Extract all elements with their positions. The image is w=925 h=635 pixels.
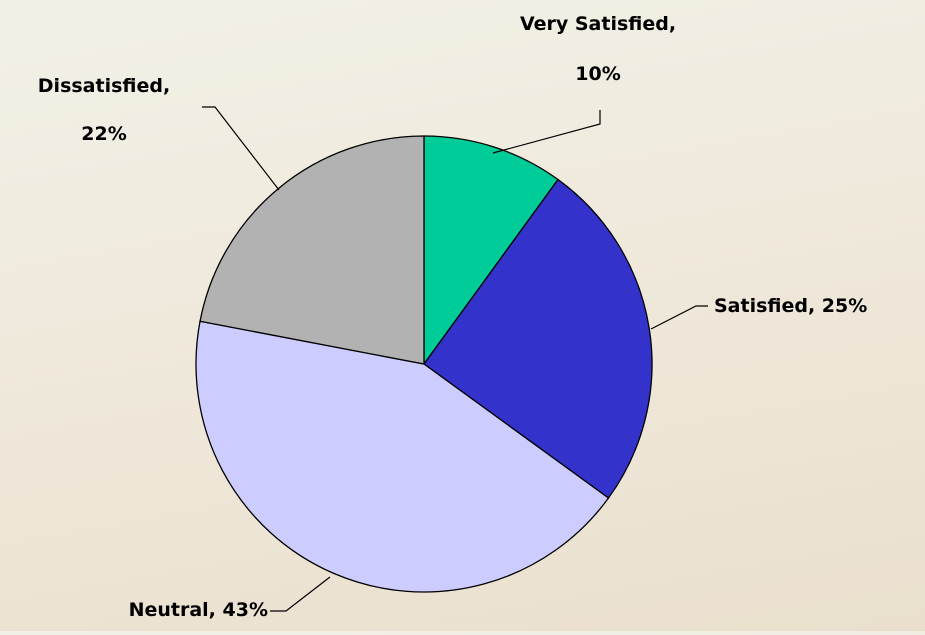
leader-line [650, 305, 708, 330]
data-label: 10% [575, 63, 620, 85]
data-label: Very Satisfied, [520, 13, 676, 35]
data-label: Neutral, 43% [129, 599, 268, 621]
pie-slices [195, 135, 653, 593]
data-labels: Very Satisfied, 10% Satisfied, 25% Neutral,… [38, 13, 868, 621]
pie-slice-dissatisfied [199, 135, 425, 365]
leader-line [202, 106, 280, 191]
pie-slice-very-satisfied [423, 135, 559, 367]
data-label: Satisfied, 25% [714, 295, 867, 317]
leader-lines [202, 106, 708, 612]
pie-slice-neutral [195, 320, 610, 593]
leader-line [492, 110, 601, 154]
data-label: 22% [81, 123, 126, 145]
pie-slice-satisfied [423, 178, 653, 499]
leader-line [270, 576, 331, 612]
data-label: Dissatisfied, [38, 75, 170, 97]
